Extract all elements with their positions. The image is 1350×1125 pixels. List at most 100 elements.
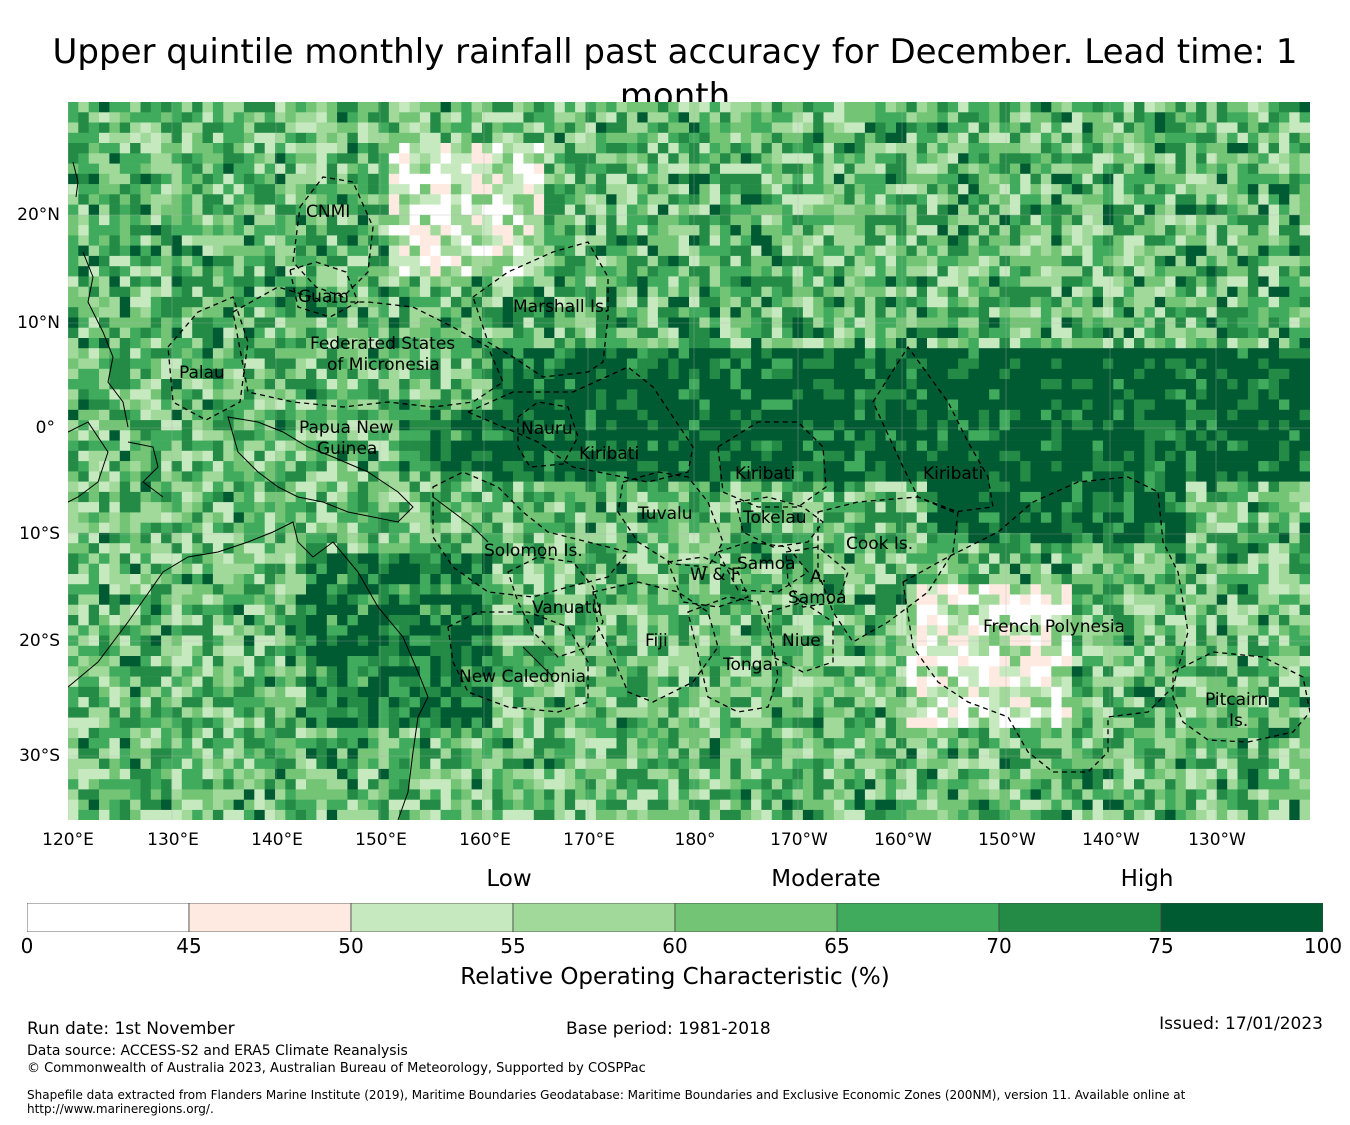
eez-pitcairn — [1172, 651, 1310, 743]
colorbar-bin — [512, 903, 676, 932]
lon-label: 130°W — [1188, 830, 1246, 850]
label-kiribati-1: Kiribati — [579, 444, 640, 464]
eez-cook — [817, 496, 959, 643]
lon-label: 160°W — [874, 830, 932, 850]
colorbar-bin — [350, 903, 514, 932]
label-fiji: Fiji — [645, 631, 668, 651]
lon-label: 140°E — [251, 830, 303, 850]
lon-label: 150°W — [978, 830, 1036, 850]
eez-guam — [289, 261, 359, 318]
borneo-coast — [68, 421, 109, 503]
data-source: Data source: ACCESS-S2 and ERA5 Climate … — [27, 1043, 408, 1059]
label-asamoa-1: A. — [810, 567, 827, 587]
eez-tokelau — [735, 496, 824, 548]
new-caledonia-coast — [522, 646, 554, 678]
colorbar-tick: 60 — [662, 934, 688, 958]
colorbar-bin — [998, 903, 1162, 932]
label-palau: Palau — [179, 363, 225, 383]
lat-label: 30°S — [19, 746, 60, 766]
colorbar-bin — [188, 903, 352, 932]
lon-label: 160°E — [459, 830, 511, 850]
label-nauru: Nauru — [521, 419, 573, 439]
eez-fiji — [592, 581, 719, 703]
eez-solomon — [432, 471, 630, 598]
eez-tuvalu — [617, 471, 724, 568]
label-guam: Guam — [298, 287, 349, 307]
label-pitcairn-2: Is. — [1229, 711, 1249, 731]
lon-label: 120°E — [42, 830, 94, 850]
lat-label: 10°N — [17, 313, 60, 333]
label-pitcairn-1: Pitcairn — [1205, 690, 1269, 710]
run-date: Run date: 1st November — [27, 1019, 235, 1039]
colorbar-tick: 0 — [20, 934, 34, 958]
label-solomon: Solomon Is. — [484, 541, 583, 561]
eez-nauru — [517, 401, 579, 468]
lon-label: 150°E — [355, 830, 407, 850]
label-cook: Cook Is. — [846, 534, 914, 554]
colorbar-bin — [836, 903, 1000, 932]
colorbar-tick: 65 — [824, 934, 850, 958]
label-niue: Niue — [782, 631, 821, 651]
colorbar-tick: 70 — [986, 934, 1012, 958]
lat-label: 10°S — [19, 524, 60, 544]
philippines-coast — [82, 251, 129, 428]
issued-date: Issued: 17/01/2023 — [1159, 1014, 1323, 1034]
label-wf: W & F — [690, 565, 741, 585]
copyright: © Commonwealth of Australia 2023, Austra… — [27, 1061, 646, 1076]
eez-cnmi — [292, 176, 374, 298]
eez-marshall — [472, 241, 609, 378]
eez-boundaries — [167, 176, 1310, 773]
taiwan-coast — [72, 161, 79, 198]
label-fsm-1: Federated States — [310, 334, 456, 354]
colorbar-title: Relative Operating Characteristic (%) — [460, 964, 890, 990]
label-kiribati-3: Kiribati — [923, 464, 984, 484]
label-new-caledonia: New Caledonia — [459, 667, 587, 687]
colorbar-tick: 75 — [1148, 934, 1174, 958]
sulawesi-coast — [127, 441, 164, 498]
lon-label: 180° — [674, 830, 716, 850]
label-marshall: Marshall Is. — [513, 297, 610, 317]
eez-tonga — [687, 596, 779, 713]
legend-category-low: Low — [486, 866, 532, 892]
lat-label: 0° — [35, 418, 55, 438]
legend-category-high: High — [1120, 866, 1174, 892]
eez-kiribati-gilberts — [466, 366, 694, 483]
label-kiribati-2: Kiribati — [735, 464, 796, 484]
label-asamoa-2: Samoa — [788, 588, 847, 608]
lat-label: 20°N — [17, 205, 60, 225]
lon-label: 170°W — [770, 830, 828, 850]
legend-category-moderate: Moderate — [771, 866, 881, 892]
label-tuvalu: Tuvalu — [638, 504, 693, 524]
label-tokelau: Tokelau — [743, 508, 807, 528]
colorbar-tick: 45 — [176, 934, 202, 958]
label-png-1: Papua New — [299, 418, 394, 438]
eez-niue — [767, 601, 834, 673]
label-cnmi: CNMI — [306, 202, 351, 222]
eez-new-caledonia — [447, 611, 589, 713]
label-fsm-2: of Micronesia — [327, 355, 440, 375]
lat-label: 20°S — [19, 631, 60, 651]
solomon-coast — [432, 496, 489, 543]
colorbar-bin — [27, 903, 190, 932]
eez-french-polynesia — [902, 476, 1189, 773]
map-title: Upper quintile monthly rainfall past acc… — [52, 32, 1298, 116]
colorbar-bin — [1160, 903, 1323, 932]
lon-label: 140°W — [1082, 830, 1140, 850]
new-guinea-coast — [227, 416, 414, 523]
roc-grid-cells — [68, 102, 1310, 820]
australia-coast — [68, 521, 429, 820]
roc-map[interactable] — [68, 102, 1310, 820]
eez-palau — [167, 296, 249, 421]
label-french-polynesia: French Polynesia — [983, 617, 1125, 637]
eez-american-samoa — [785, 546, 849, 608]
colorbar-bin — [674, 903, 838, 932]
colorbar-tick: 55 — [500, 934, 526, 958]
colorbar-tick: 100 — [1303, 934, 1343, 958]
colorbar-tick: 50 — [338, 934, 364, 958]
eez-samoa — [717, 541, 809, 593]
label-vanuatu: Vanuatu — [532, 598, 603, 618]
eez-fsm — [232, 286, 504, 408]
shapefile-credit: Shapefile data extracted from Flanders M… — [27, 1088, 1186, 1116]
map-gridlines — [68, 102, 1310, 820]
eez-kiribati-line — [872, 345, 994, 513]
